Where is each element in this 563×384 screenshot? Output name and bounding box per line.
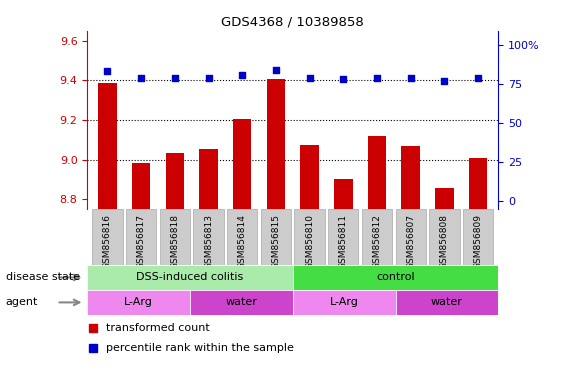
Bar [233, 119, 252, 209]
Text: GSM856814: GSM856814 [238, 214, 247, 269]
Bar [227, 209, 257, 265]
Text: GSM856815: GSM856815 [271, 214, 280, 269]
Text: water: water [431, 297, 463, 308]
Bar [293, 290, 395, 315]
Text: control: control [376, 272, 415, 283]
Bar [362, 209, 392, 265]
Text: disease state: disease state [6, 272, 80, 283]
Text: DSS-induced colitis: DSS-induced colitis [136, 272, 244, 283]
Point [171, 74, 180, 81]
Bar [98, 83, 117, 209]
Bar [328, 209, 359, 265]
Text: GSM856813: GSM856813 [204, 214, 213, 269]
Point [473, 74, 482, 81]
Text: L-Arg: L-Arg [124, 297, 153, 308]
Point [271, 67, 280, 73]
Bar [294, 209, 325, 265]
Point [238, 71, 247, 78]
Point [406, 74, 415, 81]
Text: GSM856808: GSM856808 [440, 214, 449, 269]
Bar [469, 158, 488, 209]
Text: GSM856811: GSM856811 [339, 214, 348, 269]
Bar [92, 209, 123, 265]
Point [305, 74, 314, 81]
Bar [132, 163, 150, 209]
Bar [300, 145, 319, 209]
Bar [435, 189, 454, 209]
Bar [193, 209, 224, 265]
Bar [190, 290, 293, 315]
Bar [368, 136, 386, 209]
Point [373, 74, 382, 81]
Text: transformed count: transformed count [106, 323, 209, 333]
Point [103, 68, 112, 74]
Text: GSM856817: GSM856817 [137, 214, 146, 269]
Text: percentile rank within the sample: percentile rank within the sample [106, 343, 294, 353]
Bar [429, 209, 459, 265]
Title: GDS4368 / 10389858: GDS4368 / 10389858 [221, 15, 364, 28]
Text: GSM856818: GSM856818 [171, 214, 180, 269]
Point [440, 78, 449, 84]
Text: water: water [225, 297, 257, 308]
Bar [160, 209, 190, 265]
Text: agent: agent [6, 297, 38, 308]
Bar [261, 209, 291, 265]
Text: GSM856809: GSM856809 [473, 214, 482, 269]
Bar [334, 179, 352, 209]
Bar [401, 146, 420, 209]
Text: GSM856812: GSM856812 [373, 214, 382, 269]
Bar [463, 209, 493, 265]
Bar [87, 290, 190, 315]
Bar [293, 265, 498, 290]
Point [339, 76, 348, 82]
Bar [166, 153, 184, 209]
Bar [199, 149, 218, 209]
Point [204, 74, 213, 81]
Bar [267, 79, 285, 209]
Text: GSM856810: GSM856810 [305, 214, 314, 269]
Bar [396, 209, 426, 265]
Text: GSM856807: GSM856807 [406, 214, 415, 269]
Text: L-Arg: L-Arg [330, 297, 359, 308]
Point [137, 74, 146, 81]
Text: GSM856816: GSM856816 [103, 214, 112, 269]
Bar [126, 209, 157, 265]
Bar [395, 290, 498, 315]
Bar [87, 265, 293, 290]
